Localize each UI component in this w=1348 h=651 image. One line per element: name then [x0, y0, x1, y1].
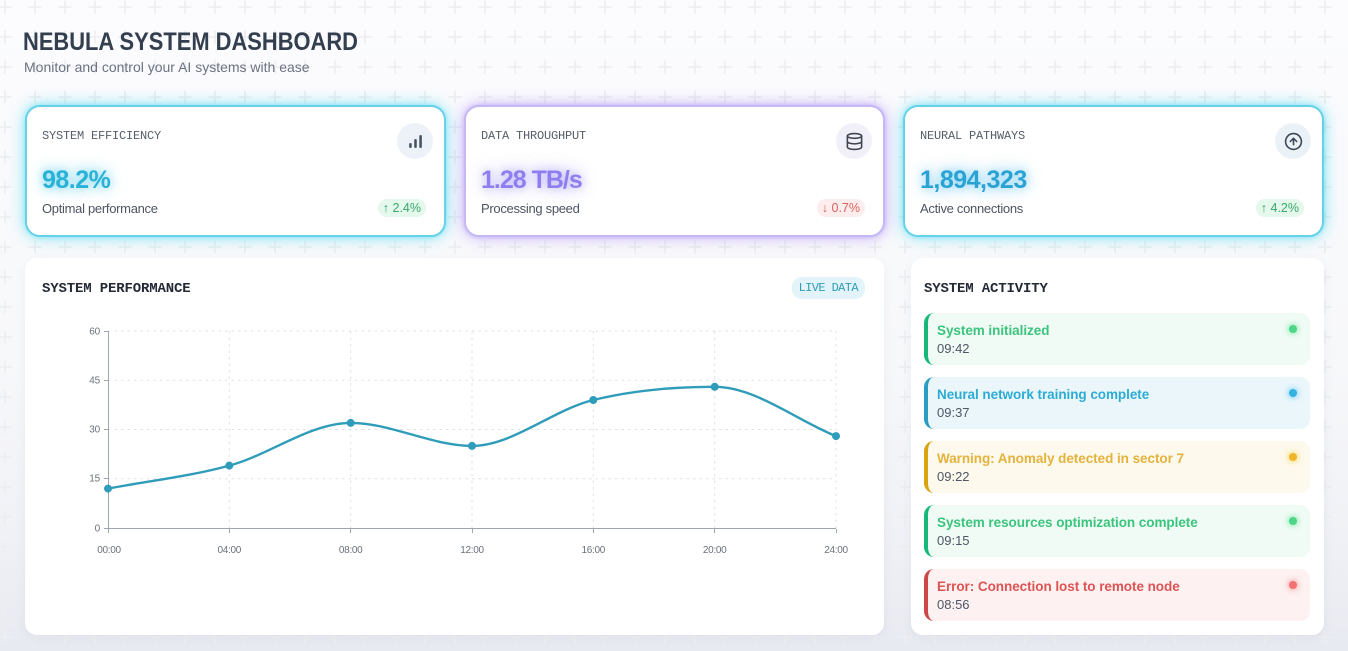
svg-text:00:00: 00:00	[97, 545, 121, 556]
svg-text:24:00: 24:00	[824, 545, 848, 556]
svg-text:60: 60	[89, 327, 100, 338]
svg-text:15: 15	[89, 474, 100, 485]
svg-text:12:00: 12:00	[460, 545, 484, 556]
svg-text:30: 30	[89, 425, 100, 436]
svg-text:45: 45	[89, 376, 100, 387]
svg-text:20:00: 20:00	[703, 545, 727, 556]
svg-text:16:00: 16:00	[582, 545, 606, 556]
svg-text:0: 0	[95, 524, 101, 535]
svg-text:04:00: 04:00	[218, 545, 242, 556]
svg-text:08:00: 08:00	[339, 545, 363, 556]
